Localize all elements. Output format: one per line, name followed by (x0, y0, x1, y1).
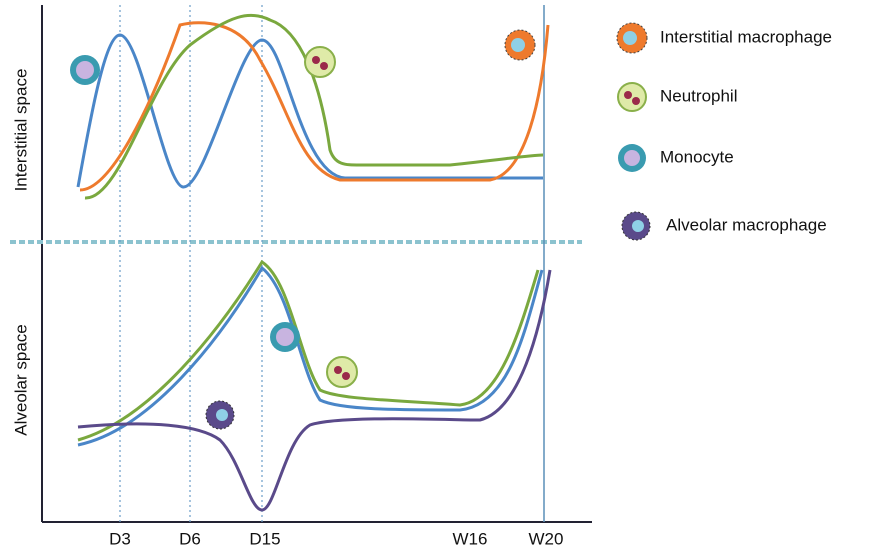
interstitial-macrophage-icon (505, 30, 535, 60)
legend-icon (617, 23, 647, 53)
x-tick-label: D3 (109, 529, 131, 548)
y-axis-label: Interstitial space (11, 69, 30, 192)
legend-label: Neutrophil (660, 86, 738, 105)
alveolar-macrophage-icon (206, 401, 234, 429)
monocyte-icon (270, 322, 300, 352)
x-tick-label: D6 (179, 529, 201, 548)
neutrophil-icon (327, 357, 357, 387)
legend-icon (622, 212, 650, 240)
x-tick-label: W16 (453, 529, 488, 548)
monocyte-icon (70, 55, 100, 85)
diagram: Interstitial space Alveolar space D3 D6 … (0, 0, 872, 550)
legend-label: Alveolar macrophage (666, 215, 827, 234)
legend-label: Monocyte (660, 147, 734, 166)
neutrophil-icon (305, 47, 335, 77)
legend-label: Interstitial macrophage (660, 27, 832, 46)
x-tick-label: D15 (249, 529, 280, 548)
neutrophil-curve (78, 262, 538, 440)
y-axis-label: Alveolar space (11, 324, 30, 436)
neutrophil-curve (85, 15, 543, 198)
legend-icon (618, 83, 646, 111)
x-tick-label: W20 (529, 529, 564, 548)
legend-icon (618, 144, 646, 172)
